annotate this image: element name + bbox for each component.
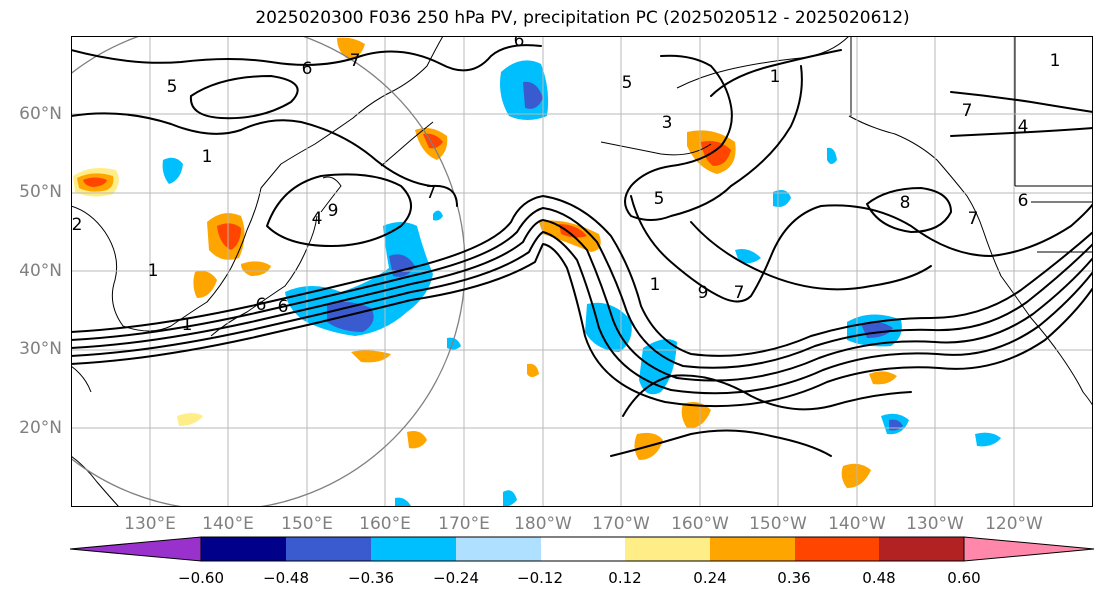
- contour-label: 7: [962, 101, 973, 121]
- contour-label: 1: [148, 261, 159, 281]
- colorbar-tick-label: −0.48: [263, 569, 309, 587]
- contour-label: 7: [350, 51, 361, 71]
- colorbar-tick-label: 0.60: [947, 569, 981, 587]
- contour-label: 3: [662, 113, 673, 133]
- contour-label: 1: [770, 67, 781, 87]
- colorbar-segment: [795, 537, 879, 561]
- colorbar-segment: [541, 537, 625, 561]
- latitude-label-20n: 20°N: [19, 418, 62, 438]
- colorbar-segment: [371, 537, 456, 561]
- contour-label: 5: [622, 73, 633, 93]
- contour-label: 9: [698, 283, 709, 303]
- contour-label: 6: [256, 295, 267, 315]
- longitude-label: 130°W: [906, 514, 964, 534]
- contour-label: 4: [312, 209, 323, 229]
- colorbar-tick-label: 0.12: [608, 569, 642, 587]
- contour-label: 7: [426, 183, 437, 203]
- colorbar-tick-label: 0.36: [777, 569, 811, 587]
- colorbar-segment: [710, 537, 795, 561]
- longitude-label: 130°E: [124, 514, 176, 534]
- colorbar-segment: [879, 537, 964, 561]
- colorbar-segment: [201, 537, 286, 561]
- contour-label: 2: [72, 215, 83, 235]
- longitude-label: 140°E: [202, 514, 254, 534]
- longitude-label: 170°E: [438, 514, 490, 534]
- colorbar: [70, 536, 1095, 562]
- longitude-label: 160°E: [359, 514, 411, 534]
- contour-label: 1: [182, 315, 193, 335]
- colorbar-tick-label: 0.24: [693, 569, 727, 587]
- colorbar-tick-label: −0.36: [348, 569, 394, 587]
- reference-circle: [71, 36, 466, 507]
- latitude-label-30n: 30°N: [19, 339, 62, 359]
- colorbar-segment: [456, 537, 541, 561]
- longitude-label: 170°W: [592, 514, 650, 534]
- contour-label: 6: [278, 297, 289, 317]
- pv-contours: [71, 44, 1093, 457]
- longitude-label: 150°E: [281, 514, 333, 534]
- longitude-label: 180°W: [514, 514, 572, 534]
- contour-label: 6: [514, 36, 525, 51]
- contour-label: 4: [1018, 117, 1029, 137]
- coastlines: [71, 36, 1093, 507]
- colorbar-extend-low: [70, 536, 202, 562]
- latitude-label-60n: 60°N: [19, 104, 62, 124]
- longitude-label: 160°W: [671, 514, 729, 534]
- contour-label: 5: [654, 189, 665, 209]
- colorbar-segment: [625, 537, 710, 561]
- map-title: 2025020300 F036 250 hPa PV, precipitatio…: [255, 8, 910, 28]
- precipitation-shading: [73, 37, 1001, 507]
- contour-label: 9: [328, 201, 339, 221]
- contour-label: 7: [968, 209, 979, 229]
- longitude-label: 140°W: [828, 514, 886, 534]
- colorbar-segment: [286, 537, 371, 561]
- contour-label: 1: [650, 275, 661, 295]
- longitude-label: 150°W: [749, 514, 807, 534]
- contour-label: 1: [1050, 51, 1061, 71]
- contour-label: 1: [202, 147, 213, 167]
- contour-label: 6: [1018, 191, 1029, 211]
- contour-label: 5: [167, 77, 178, 97]
- colorbar-extend-high: [963, 536, 1095, 562]
- map-plot-area: 5 6 7 6 1 4 2 6 1 6 1 8 1 7 6 4 1 5 1 7 …: [71, 36, 1093, 507]
- contour-label: 6: [302, 59, 313, 79]
- colorbar-tick-label: −0.60: [178, 569, 224, 587]
- colorbar-tick-label: −0.24: [433, 569, 479, 587]
- colorbar-tick-label: 0.48: [862, 569, 896, 587]
- latitude-label-40n: 40°N: [19, 261, 62, 281]
- pv-contour-labels: 5 6 7 6 1 4 2 6 1 6 1 8 1 7 6 4 1 5 1 7 …: [72, 36, 1061, 335]
- longitude-label: 120°W: [985, 514, 1043, 534]
- contour-label: 7: [734, 283, 745, 303]
- latitude-label-50n: 50°N: [19, 182, 62, 202]
- colorbar-tick-label: −0.12: [517, 569, 563, 587]
- contour-label: 8: [900, 193, 911, 213]
